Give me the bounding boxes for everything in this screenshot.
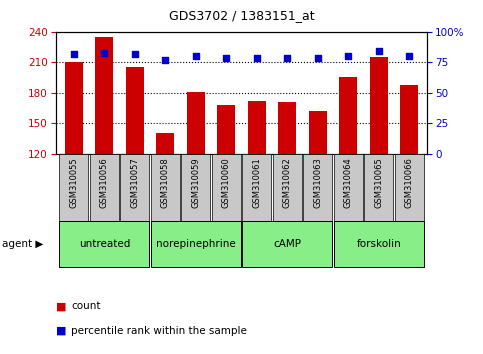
Bar bbox=[65, 62, 83, 154]
Text: ■: ■ bbox=[56, 326, 66, 336]
Point bbox=[314, 55, 322, 60]
Text: norepinephrine: norepinephrine bbox=[156, 239, 236, 249]
Text: GSM310063: GSM310063 bbox=[313, 157, 322, 208]
Text: cAMP: cAMP bbox=[273, 239, 301, 249]
Point bbox=[405, 53, 413, 59]
Bar bbox=[120, 154, 149, 221]
Text: GSM310058: GSM310058 bbox=[161, 157, 170, 208]
Bar bbox=[334, 154, 363, 221]
Text: GSM310055: GSM310055 bbox=[70, 157, 78, 208]
Bar bbox=[309, 111, 327, 154]
Point bbox=[192, 53, 199, 59]
Bar bbox=[278, 102, 297, 154]
Point bbox=[100, 50, 108, 56]
Bar bbox=[181, 154, 211, 221]
Point bbox=[253, 55, 261, 60]
Bar bbox=[126, 68, 144, 154]
Point bbox=[284, 55, 291, 60]
Text: GSM310062: GSM310062 bbox=[283, 157, 292, 208]
Text: GSM310066: GSM310066 bbox=[405, 157, 413, 208]
Text: untreated: untreated bbox=[79, 239, 130, 249]
Text: GDS3702 / 1383151_at: GDS3702 / 1383151_at bbox=[169, 9, 314, 22]
Bar bbox=[242, 154, 271, 221]
Point bbox=[161, 57, 169, 63]
Point bbox=[131, 51, 139, 57]
Text: GSM310056: GSM310056 bbox=[100, 157, 109, 208]
Bar bbox=[59, 154, 88, 221]
Bar bbox=[217, 105, 235, 154]
Bar bbox=[95, 37, 114, 154]
Text: forskolin: forskolin bbox=[356, 239, 401, 249]
Bar bbox=[90, 154, 119, 221]
Bar bbox=[151, 221, 241, 267]
Text: ■: ■ bbox=[56, 301, 66, 311]
Bar bbox=[364, 154, 393, 221]
Bar bbox=[242, 221, 332, 267]
Bar bbox=[156, 133, 174, 154]
Bar bbox=[334, 221, 424, 267]
Bar bbox=[272, 154, 302, 221]
Text: percentile rank within the sample: percentile rank within the sample bbox=[71, 326, 247, 336]
Text: GSM310060: GSM310060 bbox=[222, 157, 231, 208]
Text: GSM310065: GSM310065 bbox=[374, 157, 383, 208]
Text: GSM310061: GSM310061 bbox=[252, 157, 261, 208]
Point bbox=[70, 51, 78, 57]
Bar bbox=[369, 57, 388, 154]
Bar bbox=[248, 101, 266, 154]
Point bbox=[222, 55, 230, 60]
Point bbox=[375, 48, 383, 54]
Text: GSM310064: GSM310064 bbox=[344, 157, 353, 208]
Text: GSM310057: GSM310057 bbox=[130, 157, 139, 208]
Bar bbox=[186, 92, 205, 154]
Bar bbox=[400, 85, 418, 154]
Bar bbox=[395, 154, 424, 221]
Text: count: count bbox=[71, 301, 101, 311]
Bar bbox=[339, 77, 357, 154]
Text: agent ▶: agent ▶ bbox=[2, 239, 44, 249]
Bar bbox=[59, 221, 149, 267]
Point bbox=[344, 53, 352, 59]
Bar bbox=[151, 154, 180, 221]
Bar bbox=[303, 154, 332, 221]
Bar bbox=[212, 154, 241, 221]
Text: GSM310059: GSM310059 bbox=[191, 157, 200, 208]
